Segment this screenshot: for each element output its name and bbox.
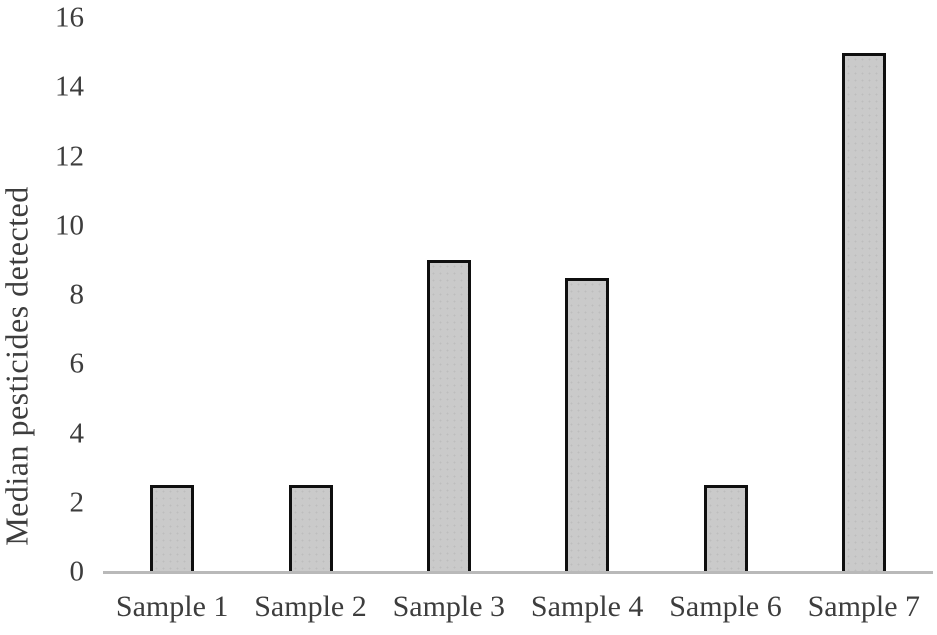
x-axis-label: Sample 1 (115, 590, 229, 623)
x-axis-label: Sample 6 (669, 590, 782, 623)
y-tick-label: 0 (69, 555, 85, 588)
x-axis-label: Sample 4 (530, 590, 644, 623)
bar-sample-1 (150, 485, 195, 572)
x-axis-label: Sample 7 (807, 590, 921, 623)
x-axis-label: Sample 2 (254, 590, 367, 623)
bar-sample-6 (703, 485, 748, 572)
y-tick-label: 2 (69, 486, 85, 519)
bar-sample-4 (565, 277, 610, 572)
x-axis-line (103, 571, 933, 574)
y-tick-label: 4 (69, 417, 85, 449)
y-tick-label: 12 (55, 140, 84, 172)
x-axis-label: Sample 3 (392, 590, 506, 623)
y-tick-label: 14 (55, 70, 84, 103)
bar-sample-3 (426, 260, 471, 572)
y-tick-label: 10 (55, 209, 84, 242)
bar-sample-7 (841, 52, 886, 572)
y-tick-label: 16 (55, 1, 84, 34)
y-tick-label: 6 (69, 347, 85, 380)
y-tick-label: 8 (69, 278, 85, 311)
bar-sample-2 (288, 485, 333, 572)
